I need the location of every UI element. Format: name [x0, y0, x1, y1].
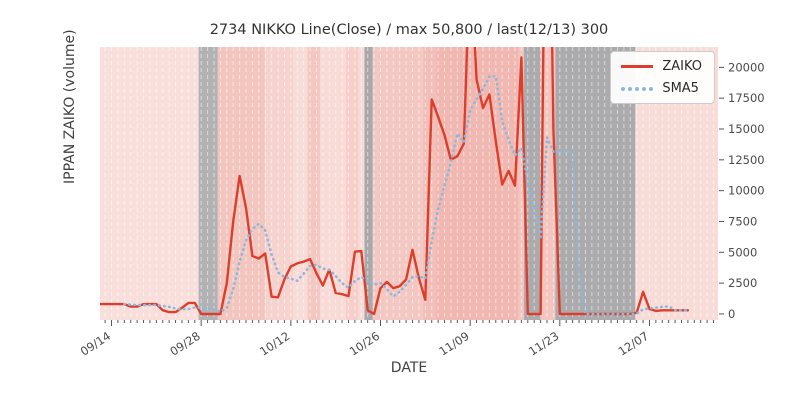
- x-tick-labels: 09/14 09/28 10/12 10/26 11/09 11/23 12/07: [78, 329, 651, 359]
- zaiko-line: [100, 47, 690, 316]
- x-axis-label: DATE: [390, 360, 428, 376]
- series-lines: [100, 47, 690, 316]
- sma5-line-swatch: [621, 86, 654, 91]
- svg-text:12/07: 12/07: [616, 329, 651, 359]
- legend-label-zaiko: ZAIKO: [662, 59, 702, 74]
- chart-title: 2734 NIKKO Line(Close) / max 50,800 / la…: [209, 22, 609, 38]
- svg-text:10/12: 10/12: [257, 329, 292, 359]
- x-axis-ticks: [104, 320, 715, 326]
- svg-text:5000: 5000: [728, 245, 757, 259]
- background-bands: [100, 47, 718, 320]
- legend: ZAIKO SMA5: [610, 51, 715, 104]
- svg-text:12500: 12500: [728, 153, 765, 167]
- svg-text:09/28: 09/28: [167, 329, 202, 359]
- svg-text:2500: 2500: [728, 276, 757, 290]
- sma5-line: [123, 74, 690, 316]
- legend-label-sma5: SMA5: [662, 81, 699, 96]
- svg-text:7500: 7500: [728, 214, 757, 228]
- svg-text:17500: 17500: [728, 91, 765, 105]
- svg-text:10/26: 10/26: [347, 329, 382, 359]
- legend-item-zaiko: ZAIKO: [621, 59, 702, 74]
- svg-text:0: 0: [728, 307, 735, 321]
- y-axis-ticks: 0 2500 5000 7500 10000 12500 15000 17500 20000: [719, 60, 765, 321]
- svg-text:11/09: 11/09: [436, 329, 471, 359]
- svg-text:20000: 20000: [728, 60, 765, 74]
- svg-text:15000: 15000: [728, 122, 765, 136]
- legend-item-sma5: SMA5: [621, 81, 702, 96]
- svg-text:09/14: 09/14: [78, 329, 113, 359]
- svg-text:11/23: 11/23: [526, 329, 561, 359]
- svg-text:10000: 10000: [728, 184, 765, 198]
- zaiko-line-swatch: [621, 65, 654, 68]
